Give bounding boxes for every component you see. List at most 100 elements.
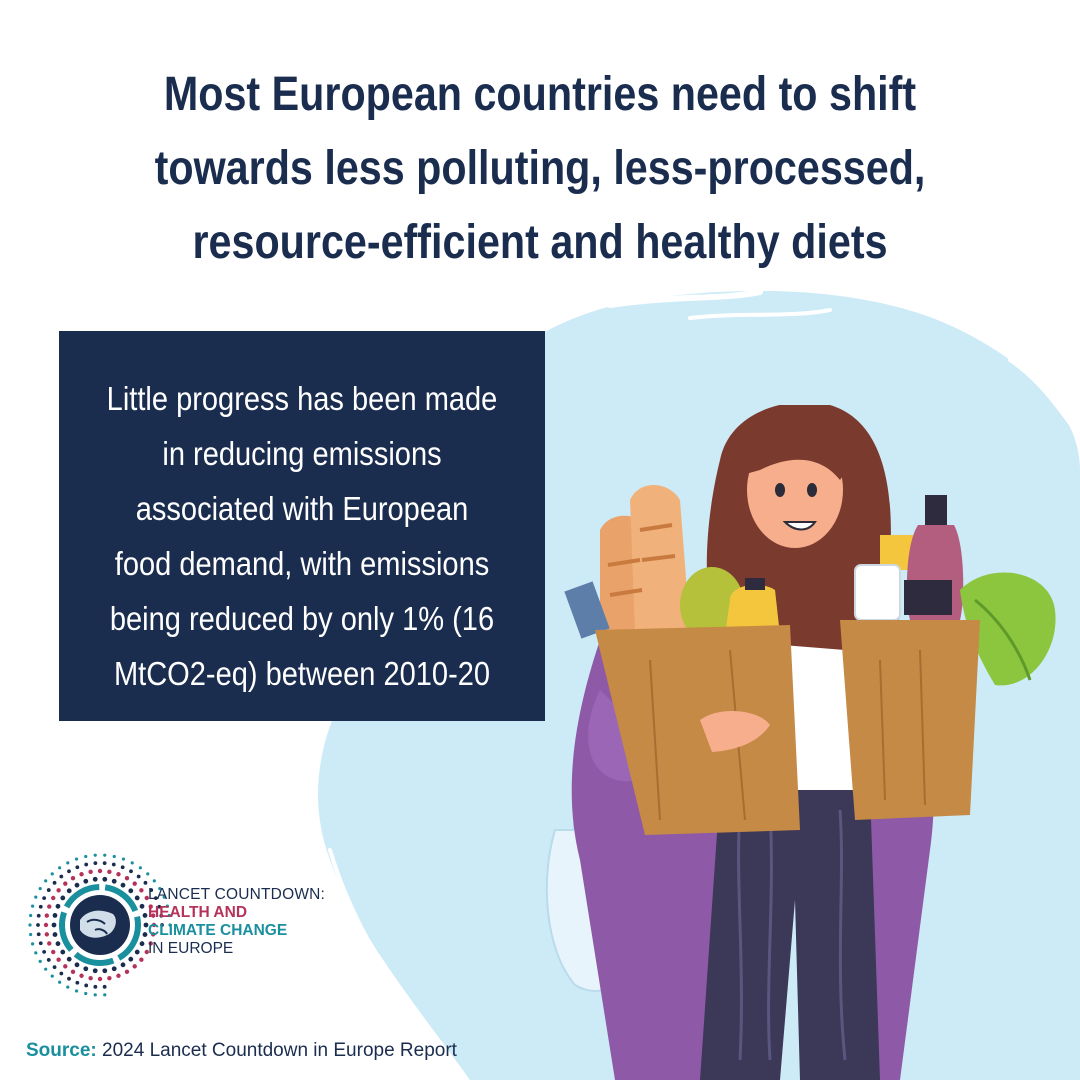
logo-dot [120, 882, 126, 888]
logo-dot [66, 888, 72, 894]
logo-dot [38, 941, 43, 946]
lancet-countdown-logo [28, 853, 172, 997]
logo-dot [59, 874, 64, 879]
logo-dot [51, 949, 56, 955]
logo-dot [79, 973, 84, 978]
logo-dot [29, 932, 33, 937]
logo-dot [116, 872, 121, 877]
logo-dot [74, 882, 80, 888]
logo-dot [44, 967, 48, 971]
logo-line-2: HEALTH AND [148, 904, 248, 921]
logo-dot [102, 984, 107, 989]
logo-dot [34, 951, 38, 955]
logo-dot [168, 923, 172, 927]
logo-dot [102, 861, 107, 866]
info-box: Little progress has been made in reducin… [59, 331, 545, 721]
logo-dot [42, 950, 47, 954]
logo-dot [139, 903, 145, 909]
logo-dot [138, 866, 142, 870]
logo-dot [134, 949, 140, 955]
logo-dot [74, 857, 79, 861]
logo-dot [47, 904, 52, 909]
logo-dot [112, 854, 116, 859]
logo-dot [132, 881, 137, 886]
logo-dot [58, 866, 62, 870]
logo-dot [44, 932, 50, 937]
logo-dot [83, 878, 89, 884]
source-credit: Source: 2024 Lancet Countdown in Europe … [26, 1040, 457, 1062]
logo-dot [66, 956, 72, 962]
logo-dot [132, 964, 137, 969]
logo-dot [128, 888, 134, 894]
logo-dot [121, 857, 126, 861]
logo-dot [128, 956, 134, 962]
logo-dot [103, 993, 107, 997]
logo-dot [84, 983, 89, 988]
logo-dot [34, 895, 38, 899]
woman-with-groceries-illustration [545, 405, 1056, 1080]
logo-dot [52, 880, 57, 885]
logo-dot [55, 903, 61, 909]
logo-dot [167, 913, 171, 918]
logo-dot [130, 861, 134, 865]
logo-dot [111, 966, 117, 972]
logo-dot [88, 869, 93, 875]
logo-dot [58, 980, 62, 984]
logo-dot [142, 913, 148, 918]
logo-dot [46, 888, 51, 892]
logo-dot [50, 872, 54, 876]
logo-dot [47, 941, 52, 946]
logo-dot [52, 932, 58, 937]
logo-dot [150, 932, 156, 937]
logo-dot [56, 888, 61, 893]
logo-dot [142, 932, 148, 937]
logo-dot [158, 887, 162, 891]
logo-dot [143, 922, 149, 928]
logo-dot [67, 976, 71, 981]
logo-dot [38, 959, 42, 963]
logo-dot [120, 962, 126, 968]
logo-dot [149, 888, 154, 892]
logo-dot [102, 876, 108, 882]
logo-dot [36, 932, 41, 937]
logo-dot [44, 879, 48, 883]
logo-dot [150, 913, 156, 918]
logo-dot [153, 896, 158, 900]
logo-dot [92, 876, 98, 882]
logo-dot [93, 993, 97, 997]
logo-dot [93, 853, 97, 857]
logo-dot [92, 968, 98, 974]
logo-dot [144, 895, 149, 901]
logo-dot [148, 904, 153, 909]
logo-dot [139, 888, 144, 893]
logo-dot [139, 941, 145, 947]
logo-dot [151, 922, 157, 928]
logo-dot [30, 942, 35, 946]
logo-dot [42, 896, 47, 900]
logo-dot [43, 922, 49, 928]
logo-dot [124, 969, 130, 974]
logo-dot [52, 913, 58, 918]
logo-dot [97, 868, 103, 874]
logo-dot [55, 941, 61, 947]
logo-dot [124, 876, 130, 881]
logo-line-3: CLIMATE CHANGE [148, 922, 288, 939]
logo-dot [50, 974, 54, 978]
logo-dot [52, 965, 57, 970]
logo-dot [79, 872, 84, 877]
logo-dot [74, 989, 79, 993]
logo-dot [36, 923, 40, 927]
logo-dot [75, 980, 80, 985]
logo-dot [84, 862, 89, 867]
logo-dot [51, 895, 56, 901]
logo-dot [102, 968, 108, 974]
logo-dot [107, 869, 112, 875]
logo-dot [36, 913, 41, 918]
logo-dot [120, 865, 125, 870]
logo-dot [56, 957, 61, 962]
logo-dot [66, 861, 70, 865]
logo-dot [103, 853, 107, 857]
logo-dot [83, 966, 89, 972]
logo-dot [157, 904, 162, 909]
logo-dot [75, 865, 80, 870]
